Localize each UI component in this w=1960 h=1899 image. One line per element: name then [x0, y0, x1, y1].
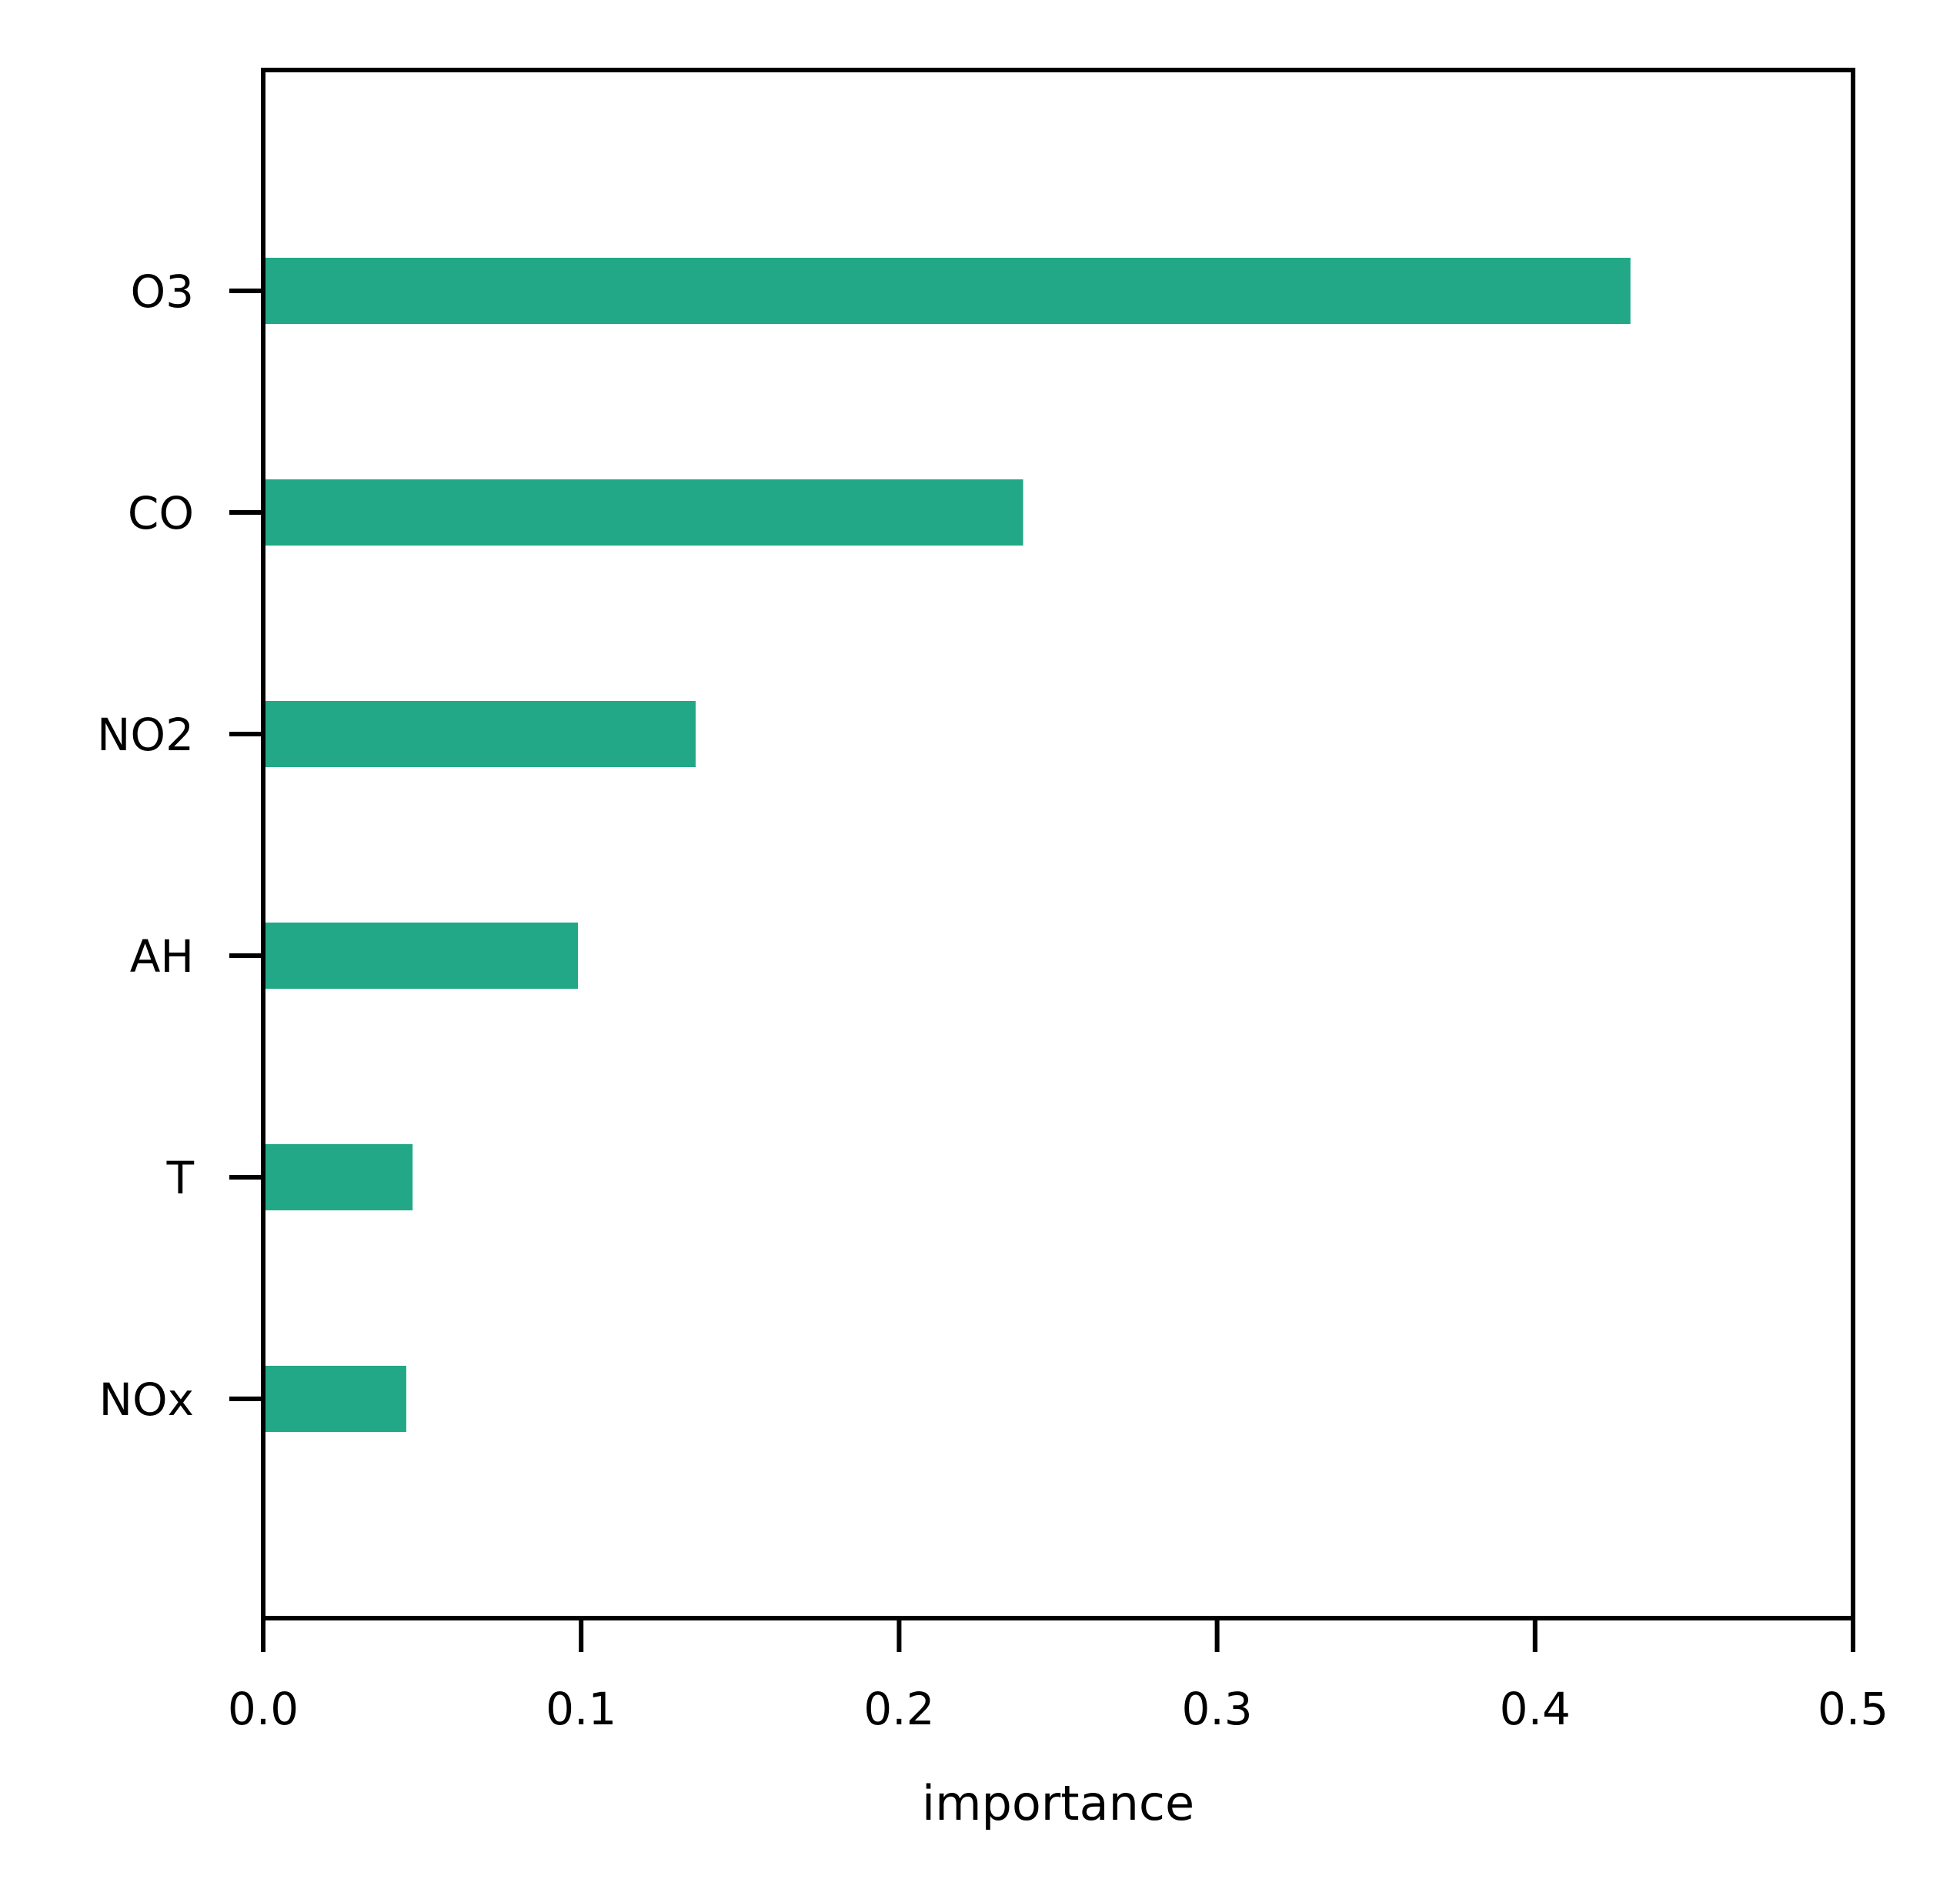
y-tick-label-nox: NOx	[99, 1373, 194, 1426]
x-tick-label-3: 0.3	[1181, 1683, 1252, 1735]
bar-nox	[263, 1366, 406, 1432]
y-tick-label-co: CO	[128, 487, 194, 539]
y-tick-label-ah: AH	[130, 930, 194, 983]
bars-group	[263, 258, 1631, 1432]
bar-ah	[263, 923, 579, 989]
y-tick-label-o3: O3	[130, 265, 194, 318]
x-axis-title: importance	[922, 1775, 1194, 1831]
bar-t	[263, 1144, 413, 1210]
x-tick-label-4: 0.4	[1500, 1683, 1571, 1735]
bar-o3	[263, 258, 1631, 324]
y-axis-ticks: O3 CO NO2 AH T NOx	[97, 265, 263, 1426]
x-axis-ticks: 0.0 0.1 0.2 0.3 0.4 0.5	[228, 1618, 1888, 1735]
bar-no2	[263, 701, 696, 767]
y-tick-label-t: T	[166, 1152, 195, 1204]
y-tick-label-no2: NO2	[97, 709, 194, 761]
bar-co	[263, 479, 1023, 546]
x-tick-label-1: 0.1	[546, 1683, 616, 1735]
x-tick-label-0: 0.0	[228, 1683, 299, 1735]
x-tick-label-5: 0.5	[1818, 1683, 1888, 1735]
plot-frame	[261, 68, 1855, 1620]
x-tick-label-2: 0.2	[863, 1683, 934, 1735]
